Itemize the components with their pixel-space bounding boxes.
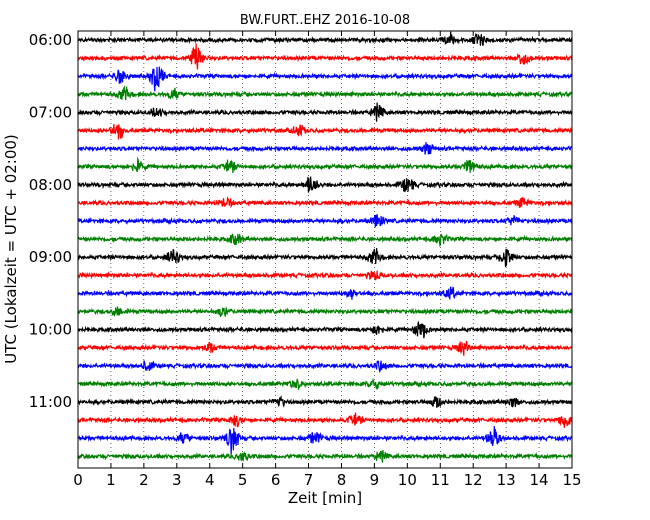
trace-line [77, 305, 573, 317]
x-axis-ticks: 0 1 2 3 4 5 6 7 8 9 10 11 12 13 14 15 [73, 31, 582, 489]
x-tick-label: 4 [205, 471, 215, 489]
trace-line [77, 66, 573, 92]
seismic-traces [77, 31, 573, 463]
trace-line [77, 233, 573, 248]
trace-line [77, 248, 573, 268]
x-tick-label: 14 [530, 471, 549, 489]
x-tick-label: 15 [562, 471, 581, 489]
x-tick-label: 9 [370, 471, 380, 489]
y-tick-label: 07:00 [29, 103, 72, 121]
x-axis-label: Zeit [min] [288, 489, 362, 507]
x-tick-label: 11 [431, 471, 450, 489]
x-tick-label: 1 [106, 471, 116, 489]
trace-line [77, 321, 573, 339]
trace-line [77, 450, 573, 463]
y-tick-label: 11:00 [29, 393, 72, 411]
y-axis-label: UTC (Lokalzeit = UTC + 02:00) [2, 134, 20, 364]
trace-line [77, 156, 573, 173]
trace-line [77, 196, 573, 209]
x-tick-label: 6 [271, 471, 281, 489]
trace-line [77, 426, 573, 455]
trace-line [77, 102, 573, 122]
trace-line [77, 176, 573, 193]
x-tick-label: 5 [238, 471, 248, 489]
trace-line [77, 286, 573, 300]
x-tick-label: 7 [304, 471, 314, 489]
x-tick-label: 8 [337, 471, 347, 489]
plot-frame [77, 30, 573, 469]
y-tick-label: 08:00 [29, 176, 72, 194]
chart-title: BW.FURT..EHZ 2016-10-08 [240, 13, 410, 28]
trace-line [77, 394, 573, 408]
trace-line [77, 31, 573, 46]
trace-line [77, 270, 573, 281]
x-tick-label: 12 [464, 471, 483, 489]
x-tick-label: 13 [497, 471, 516, 489]
trace-line [77, 85, 573, 101]
y-axis-ticks: 06:00 07:00 08:00 09:00 10:00 11:00 [29, 31, 572, 411]
x-tick-label: 3 [172, 471, 182, 489]
trace-line [77, 43, 573, 70]
trace-line [77, 412, 573, 428]
x-tick-label: 2 [139, 471, 149, 489]
x-tick-label: 0 [73, 471, 83, 489]
y-tick-label: 06:00 [29, 31, 72, 49]
x-tick-label: 10 [398, 471, 417, 489]
grid-lines [110, 31, 540, 468]
trace-line [77, 377, 573, 390]
trace-line [77, 123, 573, 140]
trace-line [77, 340, 573, 356]
trace-line [77, 360, 573, 374]
trace-line [77, 142, 573, 155]
y-tick-label: 10:00 [29, 321, 72, 339]
y-tick-label: 09:00 [29, 248, 72, 266]
trace-line [77, 214, 573, 228]
